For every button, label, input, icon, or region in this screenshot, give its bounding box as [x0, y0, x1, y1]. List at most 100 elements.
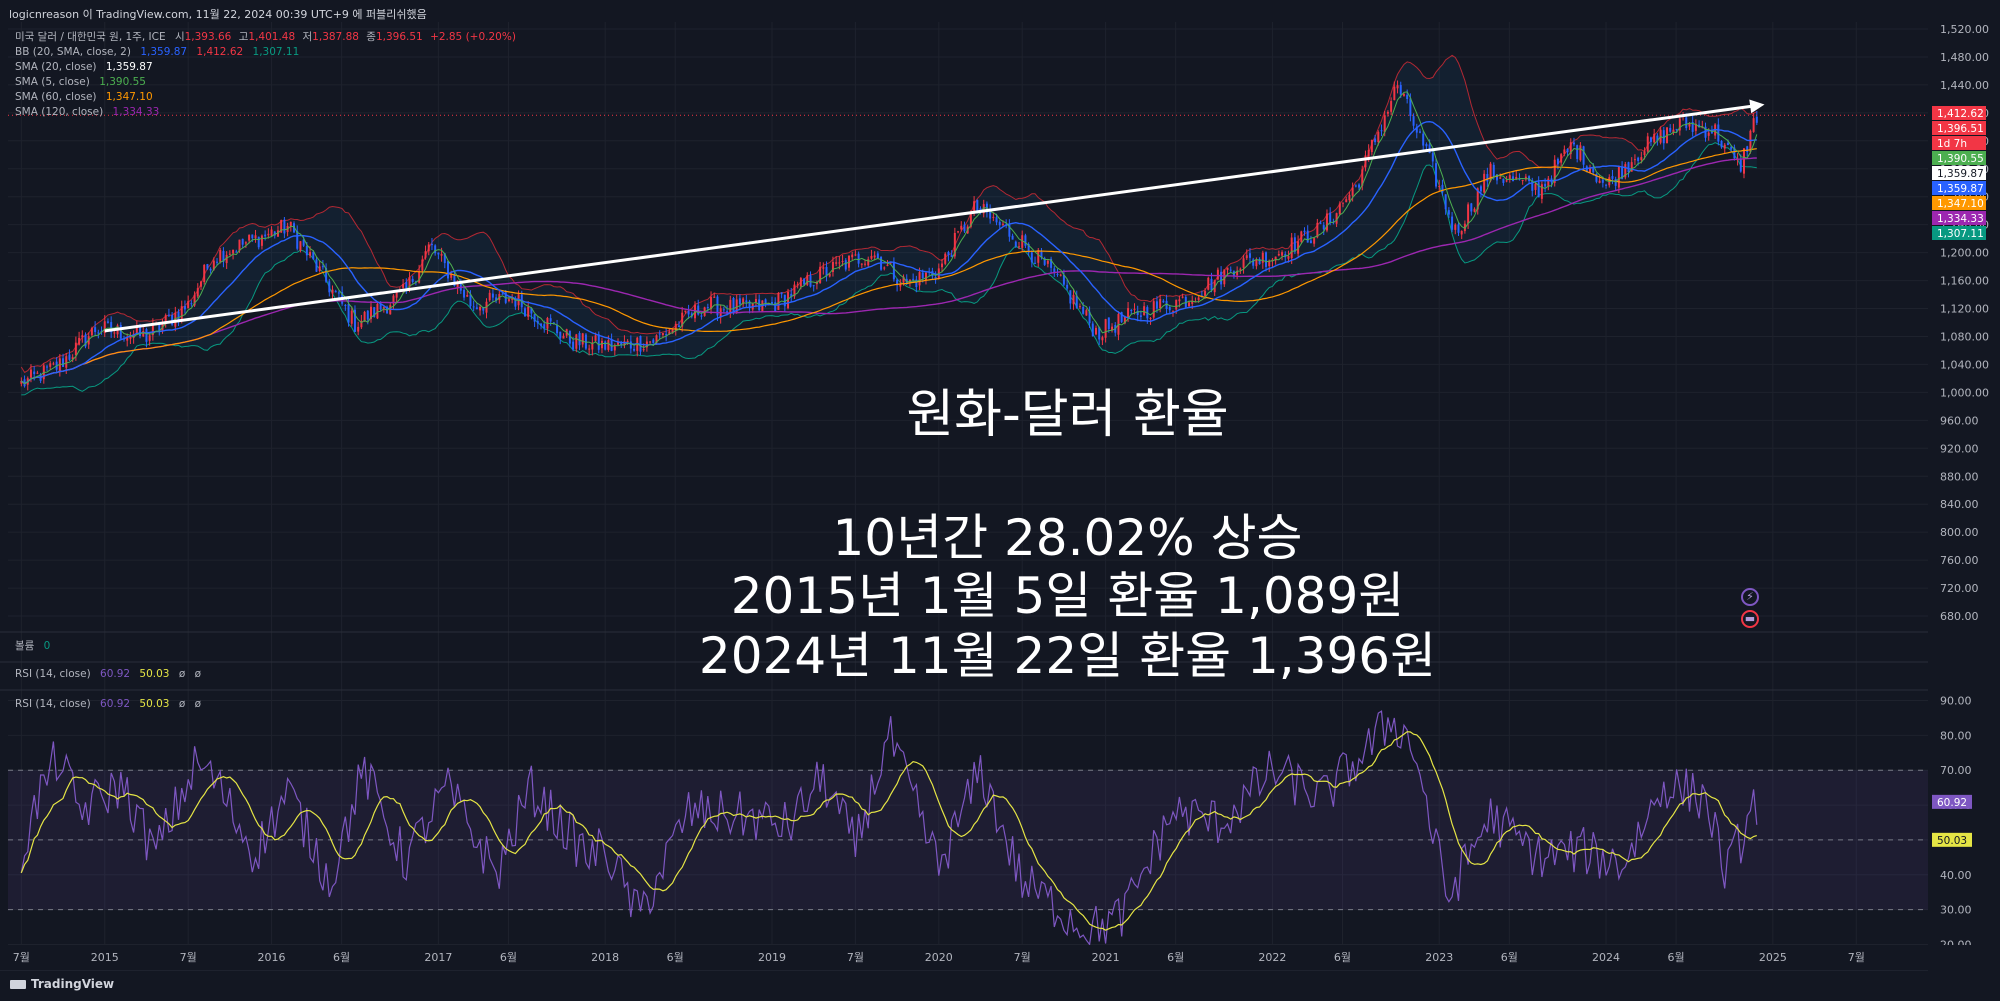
candle-body — [1572, 142, 1575, 145]
candle-body — [132, 334, 135, 338]
price-panel[interactable] — [8, 54, 1928, 396]
candle-body — [841, 261, 844, 263]
candle-body — [167, 314, 170, 316]
candle-body — [572, 341, 575, 350]
candle-body — [973, 201, 976, 211]
candle-body — [1319, 222, 1322, 224]
volume-legend[interactable]: 볼륨 0 — [15, 638, 50, 653]
candle-body — [642, 349, 645, 351]
time-tick-label: 7월 — [1848, 951, 1865, 964]
candle-body — [1598, 180, 1601, 183]
bb-upper-value: 1,412.62 — [196, 46, 244, 58]
candle-body — [68, 354, 71, 360]
rsi-ma-value-2: 50.03 — [139, 698, 170, 710]
candle-body — [549, 318, 552, 322]
symbol-name[interactable]: 미국 달러 / 대한민국 원, 1주, ICE — [15, 31, 166, 43]
candle-body — [748, 301, 751, 309]
candle-body — [1489, 163, 1492, 181]
candle-body — [1043, 258, 1046, 265]
candle-body — [1752, 118, 1755, 132]
open-value: 1,393.66 — [184, 31, 232, 43]
candle-body — [418, 270, 421, 283]
rsi-legend-top[interactable]: RSI (14, close) 60.92 50.03 ø ø — [15, 668, 201, 680]
candle-body — [1139, 315, 1142, 317]
candle-body — [799, 278, 802, 287]
candle-body — [854, 254, 857, 256]
candle-body — [1579, 145, 1582, 161]
candle-body — [1694, 123, 1697, 131]
overlay-line-1: 10년간 28.02% 상승 — [832, 509, 1303, 567]
candle-body — [873, 255, 876, 258]
candle-body — [251, 234, 254, 239]
candle-body — [1037, 250, 1040, 263]
candle-body — [1338, 203, 1341, 215]
candle-body — [745, 300, 748, 303]
rsi-tick-label: 30.00 — [1940, 904, 1972, 917]
candle-body — [543, 324, 546, 329]
candle-body — [212, 260, 215, 270]
candle-body — [934, 276, 937, 279]
candle-body — [228, 253, 231, 255]
trend-arrow-head — [1749, 99, 1765, 114]
legend-sma120[interactable]: SMA (120, close) 1,334.33 — [15, 105, 516, 120]
candle-body — [1335, 213, 1338, 224]
candle-body — [607, 340, 610, 350]
legend-sma5[interactable]: SMA (5, close) 1,390.55 — [15, 75, 516, 90]
rsi-axis[interactable]: 90.0080.0070.0060.0050.0040.0030.0020.00… — [1932, 694, 1972, 952]
candle-body — [1515, 176, 1518, 180]
candle-body — [1611, 176, 1614, 179]
rsi-panel[interactable] — [8, 710, 1928, 947]
candle-body — [84, 334, 87, 347]
candle-body — [392, 295, 395, 304]
low-value: 1,387.88 — [312, 31, 359, 43]
candle-body — [921, 272, 924, 279]
candle-body — [1582, 146, 1585, 165]
candle-body — [960, 225, 963, 230]
candle-body — [366, 310, 369, 320]
price-badge — [1932, 136, 1986, 150]
candle-body — [1287, 256, 1290, 259]
candle-body — [1229, 269, 1232, 271]
lightning-icon[interactable]: ⚡ — [1741, 588, 1759, 606]
flag-icon[interactable]: ▬ — [1741, 610, 1759, 628]
candle-body — [1069, 290, 1072, 304]
rsi-legend[interactable]: RSI (14, close) 60.92 50.03 ø ø — [15, 698, 201, 710]
candle-body — [915, 279, 918, 288]
price-tick-label: 1,120.00 — [1940, 303, 1989, 316]
candle-body — [1008, 224, 1011, 237]
candle-body — [857, 253, 860, 264]
candle-body — [1723, 144, 1726, 149]
candle-body — [992, 216, 995, 218]
tradingview-logo[interactable]: TradingView — [10, 977, 114, 991]
sma60-label: SMA (60, close) — [15, 91, 97, 103]
sma120-label: SMA (120, close) — [15, 106, 104, 118]
rsi-line — [20, 710, 1758, 947]
candle-body — [844, 260, 847, 270]
candle-body — [1274, 256, 1277, 261]
candle-body — [199, 281, 202, 287]
price-badge — [1932, 211, 1986, 225]
high-label: 고 — [238, 31, 249, 43]
candle-body — [209, 268, 212, 271]
candle-body — [540, 323, 543, 326]
symbol-row[interactable]: 미국 달러 / 대한민국 원, 1주, ICE 시1,393.66 고1,401… — [15, 30, 516, 45]
candle-body — [507, 299, 510, 301]
price-badge — [1932, 181, 1986, 195]
candle-body — [1669, 127, 1672, 132]
candle-body — [1098, 327, 1101, 340]
time-axis[interactable]: 7월 2015 7월 2016 6월 2017 6월 2018 6월 2019 7월 2020 7월 20… — [0, 945, 2000, 970]
legend-sma20[interactable]: SMA (20, close) 1,359.87 — [15, 60, 516, 75]
change-value: +2.85 (+0.20%) — [430, 31, 516, 43]
candle-body — [1248, 253, 1251, 258]
candle-body — [732, 298, 735, 313]
candle-body — [536, 321, 539, 324]
candle-body — [203, 264, 206, 283]
candle-body — [1746, 146, 1749, 152]
candle-body — [463, 289, 466, 298]
legend-bb[interactable]: BB (20, SMA, close, 2) 1,359.87 1,412.62… — [15, 45, 516, 60]
candle-body — [46, 366, 49, 368]
candle-body — [754, 298, 757, 303]
time-tick-label: 6월 — [667, 951, 684, 964]
legend-sma60[interactable]: SMA (60, close) 1,347.10 — [15, 90, 516, 105]
